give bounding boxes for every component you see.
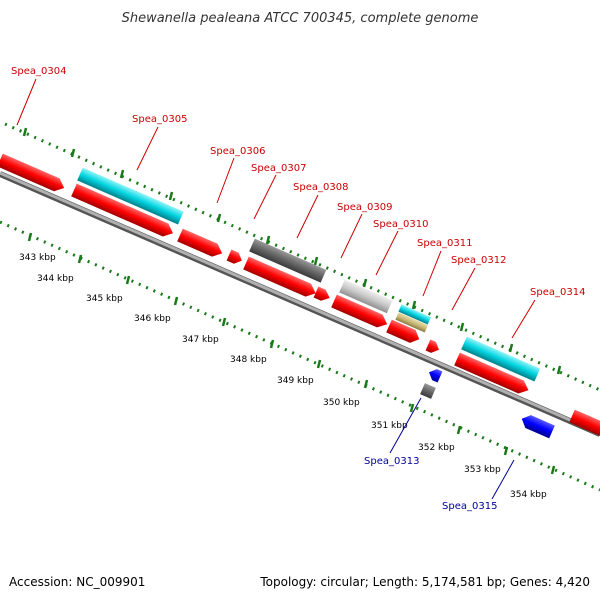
outer-ruler-tick	[459, 322, 465, 332]
feature-box-spea-0314[interactable]	[461, 336, 541, 382]
gene-features	[0, 153, 600, 439]
gene-labels: Spea_0304 Spea_0305 Spea_0306 Spea_0307 Spea…	[11, 66, 585, 512]
inner-ruler-tick	[363, 379, 369, 389]
outer-ruler-tick	[168, 191, 174, 201]
ruler-tick-label: 346 kbp	[134, 314, 171, 324]
ruler-tick-label: 352 kbp	[418, 443, 455, 453]
inner-ruler-tick	[125, 275, 131, 285]
ruler-tick-label: 354 kbp	[510, 490, 547, 500]
outer-ruler-tick	[22, 127, 28, 137]
ruler-tick-label: 351 kbp	[371, 421, 408, 431]
outer-ruler-tick	[216, 213, 222, 223]
feature-box-spea-0311[interactable]	[398, 304, 431, 325]
outer-ruler-tick	[70, 148, 76, 158]
gene-label-spea-0315[interactable]: Spea_0315	[442, 501, 497, 512]
inner-ruler-tick	[269, 339, 275, 349]
gene-arrow-spea-0314[interactable]	[454, 352, 531, 397]
gene-label-spea-0305[interactable]: Spea_0305	[132, 114, 187, 125]
outer-ruler-tick	[119, 169, 125, 179]
gene-arrow-spea-0307[interactable]	[226, 249, 245, 267]
gene-arrow-spea-0312[interactable]	[425, 339, 442, 356]
outer-ruler-tick	[362, 278, 368, 288]
gene-label-spea-0311[interactable]: Spea_0311	[417, 238, 472, 249]
genome-backbone	[0, 171, 600, 437]
gene-arrow-spea-0306[interactable]	[177, 228, 225, 260]
ruler-tick-label: 347 kbp	[182, 335, 219, 345]
ruler-tick-label: 344 kbp	[37, 274, 74, 284]
inner-ruler-tick	[550, 465, 556, 475]
gene-arrow-spea-0305[interactable]	[71, 183, 176, 240]
inner-ruler-tick	[173, 296, 179, 306]
gene-label-spea-0309[interactable]: Spea_0309	[337, 202, 392, 213]
outer-ruler	[4, 122, 600, 392]
gene-arrow-spea-0311[interactable]	[386, 319, 422, 346]
gene-label-spea-0310[interactable]: Spea_0310	[373, 219, 428, 230]
feature-box-spea-0313[interactable]	[420, 383, 436, 399]
inner-ruler-tick	[221, 317, 227, 327]
gene-arrow-spea-0308[interactable]	[243, 256, 318, 300]
gene-label-spea-0307[interactable]: Spea_0307	[251, 163, 306, 174]
outer-ruler-tick	[265, 235, 271, 245]
gene-label-leaders	[16, 78, 536, 500]
ruler-tick-label: 343 kbp	[19, 253, 56, 263]
gene-label-spea-0314[interactable]: Spea_0314	[530, 287, 585, 298]
ruler-tick-label: 345 kbp	[86, 294, 123, 304]
outer-ruler-tick	[313, 256, 319, 266]
feature-box-spea-0308[interactable]	[249, 238, 327, 283]
gene-arrow-spea-0304[interactable]	[0, 153, 67, 195]
inner-ruler-tick	[456, 425, 462, 435]
ruler-tick-label: 348 kbp	[230, 355, 267, 365]
accession-label: Accession: NC_009901	[9, 575, 145, 589]
ruler-tick-label: 350 kbp	[323, 398, 360, 408]
gene-arrow-spea-0310[interactable]	[331, 294, 390, 331]
ruler-tick-label: 349 kbp	[277, 376, 314, 386]
gene-label-spea-0312[interactable]: Spea_0312	[451, 255, 506, 266]
gene-arrow-spea-0313[interactable]	[427, 367, 443, 383]
ruler-tick-labels: 343 kbp 344 kbp 345 kbp 346 kbp 347 kbp 348 k…	[19, 253, 547, 500]
page-title: Shewanella pealeana ATCC 700345, complet…	[122, 11, 479, 26]
inner-ruler-tick	[77, 254, 83, 264]
gene-arrow-next[interactable]	[569, 409, 600, 439]
outer-ruler-tick	[556, 365, 562, 375]
outer-ruler-tick	[411, 300, 417, 310]
gene-label-spea-0306[interactable]: Spea_0306	[210, 146, 265, 157]
gene-label-spea-0308[interactable]: Spea_0308	[293, 182, 348, 193]
gene-arrow-spea-0309[interactable]	[313, 286, 333, 304]
inner-ruler-tick	[503, 446, 509, 456]
feature-box-spea-0305[interactable]	[77, 167, 184, 225]
inner-ruler-tick	[316, 359, 322, 369]
ruler-tick-label: 353 kbp	[464, 465, 501, 475]
feature-box-spea-0310[interactable]	[339, 279, 393, 314]
inner-ruler	[0, 220, 600, 492]
outer-ruler-tick	[508, 343, 514, 353]
inner-ruler-tick	[409, 403, 415, 413]
inner-ruler-tick	[27, 232, 33, 242]
gene-label-spea-0304[interactable]: Spea_0304	[11, 66, 66, 77]
gene-arrow-spea-0315[interactable]	[519, 412, 555, 439]
feature-box-spea-0311-b[interactable]	[395, 312, 428, 333]
gene-label-spea-0313[interactable]: Spea_0313	[364, 456, 419, 467]
genome-summary: Topology: circular; Length: 5,174,581 bp…	[259, 575, 590, 589]
